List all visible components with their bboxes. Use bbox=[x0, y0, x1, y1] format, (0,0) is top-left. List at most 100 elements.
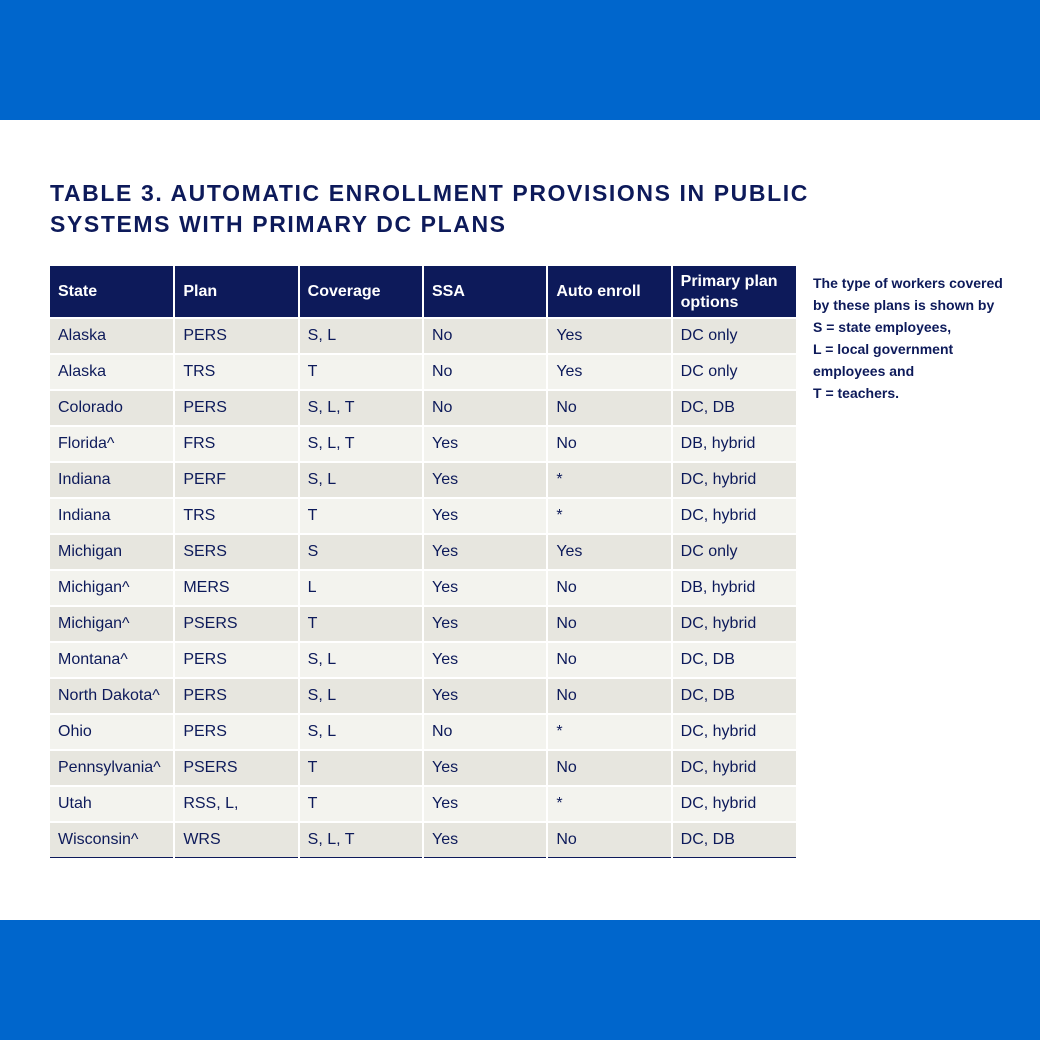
cell-primary-plan-options: DC, hybrid bbox=[671, 713, 796, 750]
cell-auto-enroll: No bbox=[547, 389, 673, 426]
cell-state: Utah bbox=[50, 785, 176, 822]
header-plan: Plan bbox=[174, 266, 300, 318]
cell-coverage: S, L, T bbox=[298, 821, 424, 858]
table-row: Michigan SERS S Yes Yes DC only bbox=[50, 533, 796, 570]
cell-ssa: Yes bbox=[422, 425, 549, 462]
cell-auto-enroll: No bbox=[547, 677, 673, 714]
cell-ssa: Yes bbox=[422, 821, 549, 858]
cell-plan: TRS bbox=[174, 497, 300, 534]
cell-auto-enroll: * bbox=[547, 497, 673, 534]
cell-ssa: Yes bbox=[422, 461, 549, 498]
table-row: Indiana PERF S, L Yes * DC, hybrid bbox=[50, 461, 796, 498]
cell-primary-plan-options: DC, DB bbox=[671, 389, 796, 426]
note-line: employees and bbox=[813, 363, 915, 379]
cell-coverage: T bbox=[298, 353, 424, 390]
cell-primary-plan-options: DB, hybrid bbox=[671, 569, 796, 606]
cell-ssa: Yes bbox=[422, 749, 549, 786]
enrollment-table: State Plan Coverage SSA Auto enroll Prim… bbox=[50, 266, 796, 858]
cell-ssa: Yes bbox=[422, 605, 549, 642]
top-banner bbox=[0, 0, 1040, 120]
table-row: Michigan^ MERS L Yes No DB, hybrid bbox=[50, 569, 796, 606]
cell-state: Michigan^ bbox=[50, 569, 176, 606]
table-row: Utah RSS, L, T Yes * DC, hybrid bbox=[50, 785, 796, 822]
cell-coverage: S, L, T bbox=[298, 389, 424, 426]
note-line: L = local government bbox=[813, 341, 954, 357]
cell-auto-enroll: No bbox=[547, 749, 673, 786]
table-row: Indiana TRS T Yes * DC, hybrid bbox=[50, 497, 796, 534]
cell-auto-enroll: * bbox=[547, 785, 673, 822]
note-line: by these plans is shown by bbox=[813, 297, 995, 313]
cell-coverage: S, L bbox=[298, 713, 424, 750]
cell-ssa: No bbox=[422, 353, 549, 390]
table-title-line-2: SYSTEMS WITH PRIMARY DC PLANS bbox=[50, 211, 507, 237]
header-state: State bbox=[50, 266, 176, 318]
cell-state: Indiana bbox=[50, 497, 176, 534]
cell-state: Indiana bbox=[50, 461, 176, 498]
cell-primary-plan-options: DC, hybrid bbox=[671, 497, 796, 534]
cell-auto-enroll: No bbox=[547, 569, 673, 606]
cell-coverage: T bbox=[298, 785, 424, 822]
cell-auto-enroll: * bbox=[547, 713, 673, 750]
cell-plan: PERS bbox=[174, 389, 300, 426]
cell-state: Montana^ bbox=[50, 641, 176, 678]
cell-primary-plan-options: DC only bbox=[671, 317, 796, 354]
cell-plan: RSS, L, bbox=[174, 785, 300, 822]
cell-ssa: Yes bbox=[422, 641, 549, 678]
cell-state: Alaska bbox=[50, 317, 176, 354]
cell-primary-plan-options: DC, hybrid bbox=[671, 785, 796, 822]
cell-primary-plan-options: DC, hybrid bbox=[671, 461, 796, 498]
table-row: Florida^ FRS S, L, T Yes No DB, hybrid bbox=[50, 425, 796, 462]
header-ssa: SSA bbox=[422, 266, 549, 318]
cell-plan: PSERS bbox=[174, 749, 300, 786]
cell-plan: PERS bbox=[174, 677, 300, 714]
cell-state: Michigan bbox=[50, 533, 176, 570]
table-title-line-1: TABLE 3. AUTOMATIC ENROLLMENT PROVISIONS… bbox=[50, 180, 809, 206]
cell-ssa: No bbox=[422, 389, 549, 426]
table-row: Montana^ PERS S, L Yes No DC, DB bbox=[50, 641, 796, 678]
table-row: Alaska TRS T No Yes DC only bbox=[50, 353, 796, 390]
cell-state: Florida^ bbox=[50, 425, 176, 462]
cell-primary-plan-options: DC, DB bbox=[671, 821, 796, 858]
table-row: Wisconsin^ WRS S, L, T Yes No DC, DB bbox=[50, 821, 796, 858]
cell-state: Colorado bbox=[50, 389, 176, 426]
table-body: Alaska PERS S, L No Yes DC only Alaska TRS T No Ye… bbox=[50, 317, 796, 858]
cell-ssa: Yes bbox=[422, 497, 549, 534]
cell-coverage: S, L bbox=[298, 317, 424, 354]
cell-plan: MERS bbox=[174, 569, 300, 606]
cell-plan: PERS bbox=[174, 713, 300, 750]
cell-coverage: S, L, T bbox=[298, 425, 424, 462]
header-row: State Plan Coverage SSA Auto enroll Prim… bbox=[50, 266, 796, 318]
table-row: Pennsylvania^ PSERS T Yes No DC, hybrid bbox=[50, 749, 796, 786]
cell-auto-enroll: Yes bbox=[547, 353, 673, 390]
cell-ssa: Yes bbox=[422, 533, 549, 570]
table-title: TABLE 3. AUTOMATIC ENROLLMENT PROVISIONS… bbox=[50, 178, 850, 240]
cell-auto-enroll: No bbox=[547, 425, 673, 462]
cell-ssa: Yes bbox=[422, 569, 549, 606]
cell-state: Alaska bbox=[50, 353, 176, 390]
cell-primary-plan-options: DC, DB bbox=[671, 641, 796, 678]
note-line: The type of workers covered bbox=[813, 275, 1003, 291]
cell-primary-plan-options: DC only bbox=[671, 353, 796, 390]
cell-primary-plan-options: DC, hybrid bbox=[671, 749, 796, 786]
cell-plan: SERS bbox=[174, 533, 300, 570]
cell-state: North Dakota^ bbox=[50, 677, 176, 714]
cell-primary-plan-options: DC only bbox=[671, 533, 796, 570]
cell-auto-enroll: No bbox=[547, 641, 673, 678]
cell-plan: FRS bbox=[174, 425, 300, 462]
cell-auto-enroll: * bbox=[547, 461, 673, 498]
header-primary-plan-options: Primary plan options bbox=[671, 266, 796, 318]
cell-plan: TRS bbox=[174, 353, 300, 390]
cell-plan: WRS bbox=[174, 821, 300, 858]
cell-coverage: S bbox=[298, 533, 424, 570]
table-row: North Dakota^ PERS S, L Yes No DC, DB bbox=[50, 677, 796, 714]
table-header: State Plan Coverage SSA Auto enroll Prim… bbox=[50, 266, 796, 318]
cell-coverage: S, L bbox=[298, 461, 424, 498]
cell-plan: PSERS bbox=[174, 605, 300, 642]
cell-state: Michigan^ bbox=[50, 605, 176, 642]
cell-plan: PERS bbox=[174, 641, 300, 678]
cell-auto-enroll: No bbox=[547, 605, 673, 642]
cell-ssa: No bbox=[422, 713, 549, 750]
cell-auto-enroll: No bbox=[547, 821, 673, 858]
table-row: Colorado PERS S, L, T No No DC, DB bbox=[50, 389, 796, 426]
table-row: Alaska PERS S, L No Yes DC only bbox=[50, 317, 796, 354]
